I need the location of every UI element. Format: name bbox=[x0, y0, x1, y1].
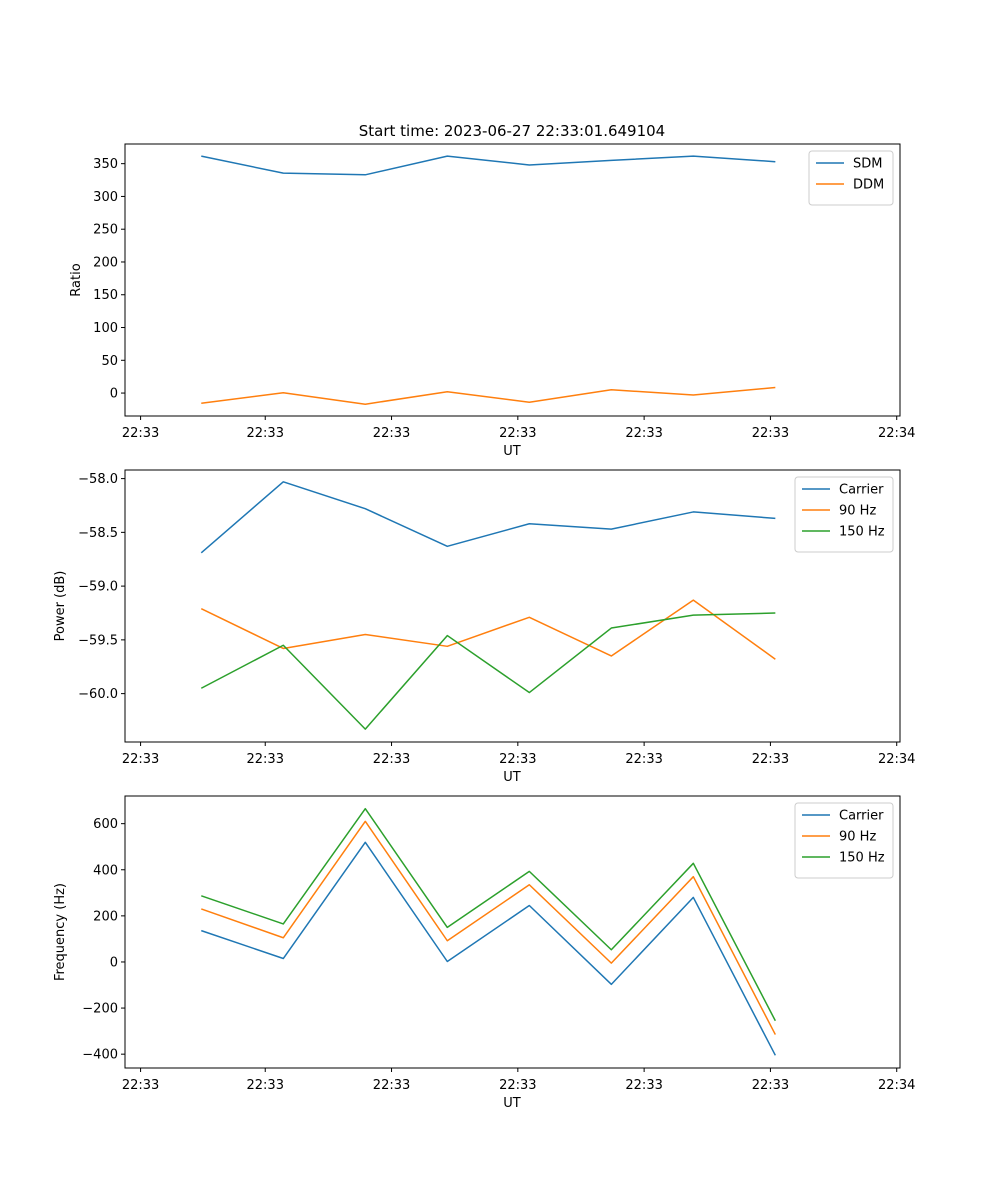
power-y-tick-label: −59.5 bbox=[78, 633, 118, 648]
frequency-legend: Carrier 90 Hz 150 Hz bbox=[794, 802, 894, 879]
frequency-y-tick-label: 0 bbox=[110, 955, 118, 970]
power-x-tick-label: 22:33 bbox=[373, 752, 410, 767]
frequency-y-tick-label: −400 bbox=[82, 1048, 118, 1063]
ratio-x-tick-label: 22:33 bbox=[122, 426, 159, 441]
ratio-y-tick-label: 50 bbox=[101, 354, 118, 369]
frequency-x-tick-label: 22:33 bbox=[499, 1078, 536, 1093]
power-legend-box bbox=[794, 476, 894, 553]
ratio-y-tick-label: 300 bbox=[93, 190, 118, 205]
power-y-tick-label: −60.0 bbox=[78, 687, 118, 702]
frequency-x-axis-label: UT bbox=[503, 1096, 521, 1111]
frequency-legend-entry: 150 Hz bbox=[839, 851, 885, 866]
power-axes-frame bbox=[124, 469, 901, 743]
power-x-tick-label: 22:33 bbox=[752, 752, 789, 767]
ratio-legend-entry: SDM bbox=[853, 157, 882, 172]
frequency-x-tick-label: 22:33 bbox=[625, 1078, 662, 1093]
ratio-legend-entry: DDM bbox=[853, 178, 884, 193]
power-panel: 22:33 22:33 22:33 22:33 22:33 22:33 22:34 −60.0… bbox=[53, 469, 915, 785]
ratio-y-tick-label: 100 bbox=[93, 321, 118, 336]
power-x-axis-label: UT bbox=[503, 770, 521, 785]
power-legend: Carrier 90 Hz 150 Hz bbox=[794, 476, 894, 553]
ratio-series-sdm-line bbox=[201, 155, 776, 176]
power-y-tick-label: −58.5 bbox=[78, 526, 118, 541]
frequency-legend-box bbox=[794, 802, 894, 879]
ratio-x-tick-label: 22:33 bbox=[752, 426, 789, 441]
frequency-legend-entry: 90 Hz bbox=[839, 830, 876, 845]
power-series-90-hz-line bbox=[200, 599, 776, 660]
subplots: 22:33 22:33 22:33 22:33 22:33 22:33 22:34 0 50 10… bbox=[53, 143, 915, 1111]
frequency-y-tick-label: −200 bbox=[82, 1002, 118, 1017]
ratio-x-tick-label: 22:33 bbox=[373, 426, 410, 441]
ratio-legend: SDM DDM bbox=[808, 150, 894, 206]
power-x-tick-label: 22:33 bbox=[499, 752, 536, 767]
power-series-carrier-line bbox=[200, 481, 776, 554]
frequency-y-tick-label: 600 bbox=[93, 817, 118, 832]
power-x-tick-label: 22:33 bbox=[625, 752, 662, 767]
frequency-y-tick-label: 400 bbox=[93, 863, 118, 878]
ratio-x-axis-label: UT bbox=[503, 444, 521, 459]
power-legend-entry: Carrier bbox=[839, 483, 884, 498]
ratio-x-tick-label: 22:33 bbox=[625, 426, 662, 441]
power-x-tick-label: 22:33 bbox=[247, 752, 284, 767]
power-y-tick-label: −59.0 bbox=[78, 580, 118, 595]
ratio-y-tick-label: 0 bbox=[110, 387, 118, 402]
ratio-legend-box bbox=[808, 150, 894, 206]
frequency-series-carrier-line bbox=[201, 841, 777, 1056]
power-legend-entry: 150 Hz bbox=[839, 525, 885, 540]
ratio-y-tick-label: 350 bbox=[93, 157, 118, 172]
power-x-tick-label: 22:34 bbox=[878, 752, 915, 767]
frequency-axes-frame bbox=[124, 795, 901, 1069]
ratio-y-tick-label: 250 bbox=[93, 223, 118, 238]
frequency-series-150-hz-line bbox=[201, 807, 777, 1022]
power-x-tick-label: 22:33 bbox=[122, 752, 159, 767]
power-y-axis-label: Power (dB) bbox=[53, 571, 68, 642]
power-y-tick-label: −58.0 bbox=[78, 472, 118, 487]
power-series-150-hz-line bbox=[200, 612, 776, 730]
ratio-y-tick-label: 150 bbox=[93, 288, 118, 303]
frequency-legend-entry: Carrier bbox=[839, 809, 884, 824]
ratio-axes-frame bbox=[124, 143, 901, 417]
ratio-x-tick-label: 22:34 bbox=[878, 426, 915, 441]
frequency-series-90-hz-line bbox=[201, 820, 777, 1035]
figure-title: Start time: 2023-06-27 22:33:01.649104 bbox=[359, 122, 665, 140]
frequency-x-tick-label: 22:33 bbox=[247, 1078, 284, 1093]
frequency-x-tick-label: 22:34 bbox=[878, 1078, 915, 1093]
frequency-x-tick-label: 22:33 bbox=[373, 1078, 410, 1093]
power-legend-entry: 90 Hz bbox=[839, 504, 876, 519]
ratio-y-axis-label: Ratio bbox=[69, 263, 84, 296]
frequency-x-tick-label: 22:33 bbox=[752, 1078, 789, 1093]
frequency-y-tick-label: 200 bbox=[93, 909, 118, 924]
ratio-panel: 22:33 22:33 22:33 22:33 22:33 22:33 22:34 0 50 10… bbox=[69, 143, 915, 459]
frequency-y-axis-label: Frequency (Hz) bbox=[53, 883, 68, 981]
frequency-x-tick-label: 22:33 bbox=[122, 1078, 159, 1093]
frequency-panel: 22:33 22:33 22:33 22:33 22:33 22:33 22:34 −400 −… bbox=[53, 795, 915, 1111]
ratio-x-tick-label: 22:33 bbox=[499, 426, 536, 441]
ratio-series-ddm-line bbox=[201, 386, 776, 405]
ratio-x-tick-label: 22:33 bbox=[247, 426, 284, 441]
ratio-y-tick-label: 200 bbox=[93, 255, 118, 270]
